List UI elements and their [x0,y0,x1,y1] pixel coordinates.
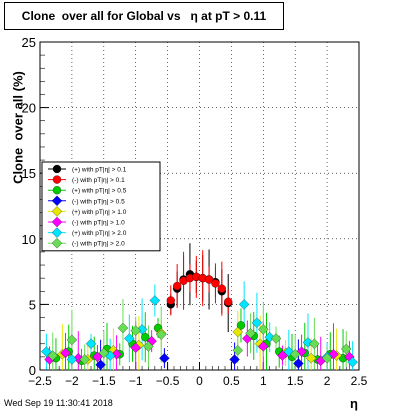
y-tick-label: 10 [22,232,36,247]
data-point [251,317,263,328]
data-point [141,333,150,342]
data-point [217,284,226,293]
x-tick-label: 2.5 [351,374,368,388]
y-tick-label: 0 [29,363,36,378]
data-point [258,341,269,352]
y-tick-label: 25 [22,35,36,50]
data-point [236,321,246,330]
data-point [117,322,129,334]
x-tick-label: −0.5 [156,374,180,388]
data-point [66,354,78,365]
data-point [232,345,243,356]
x-tick-label: 1.5 [287,374,304,388]
data-point [85,338,97,349]
data-point [41,346,52,357]
legend-label: (-) with pT|η| > 1.0 [72,220,125,227]
data-point [156,329,167,340]
data-point [130,325,141,336]
legend-marker [51,227,63,238]
data-point [211,279,220,288]
data-point [173,281,182,291]
data-point [229,354,240,365]
legend-marker [51,206,63,217]
legend-label: (-) with pT|η| > 2.0 [72,241,125,248]
data-point [124,333,135,344]
legend-marker [51,195,63,207]
legend-marker [52,186,62,195]
data-point [347,356,358,368]
x-tick-label: 2 [324,374,331,388]
data-point [293,358,304,369]
timestamp-footer: Wed Sep 19 11:30:41 2018 [4,398,113,408]
x-tick-label: −1.5 [92,374,116,388]
data-point [66,334,78,346]
data-point [232,326,243,338]
data-point [159,352,170,364]
data-point [270,333,282,344]
data-point [95,359,106,370]
data-point [277,350,288,361]
legend-marker [51,237,63,249]
legend-box [41,161,161,252]
legend-marker [52,164,62,174]
x-tick-label: 0.5 [223,374,240,388]
data-point [321,352,333,364]
data-point [98,347,110,359]
legend-marker [51,216,63,228]
y-tick-label: 15 [22,166,36,181]
data-point [309,338,320,349]
data-point [204,275,214,284]
x-tick-label: 1 [260,374,267,388]
legend-label: (+) with pT|η| > 2.0 [72,230,127,237]
y-tick-label: 5 [29,297,36,312]
x-tick-label: −2.5 [28,374,52,388]
x-tick-label: −1 [129,374,143,388]
x-tick-label: −2 [65,374,79,388]
data-point [305,352,317,364]
legend-label: (-) with pT|η| > 0.5 [72,198,125,205]
data-point [224,297,233,306]
data-point [258,324,269,335]
data-point [341,343,352,355]
data-point [47,350,58,361]
data-point [92,351,103,363]
data-point [238,299,250,310]
x-axis-label: η [350,396,358,411]
chart-title: Clone over all for Global vs η at pT > 0… [4,2,284,30]
data-point [130,342,141,353]
data-point [245,328,256,339]
data-point [60,347,71,359]
data-point [149,295,161,306]
data-point [79,354,90,365]
data-points [41,270,358,370]
legend-marker [52,175,62,184]
legend: (+) with pT|η| > 0.1 (-) with pT|η| > 0.1… [41,161,161,252]
legend-label: (+) with pT|η| > 0.1 [72,167,127,174]
y-axis-label: Clone over all (%) [10,71,26,184]
y-tick-label: 20 [22,101,36,116]
legend-label: (-) with pT|η| > 0.1 [72,177,125,184]
x-tick-label: 0 [196,374,203,388]
legend-label: (+) with pT|η| > 1.0 [72,209,127,216]
data-point [166,296,175,305]
data-point [143,341,154,352]
axis-ticks: −2.5 −2 −1.5 −1 −0.5 0 0.5 1 1.5 2 2.5 0 5 10 15 20 25 [22,35,368,388]
legend-label: (+) with pT|η| > 0.5 [72,188,127,195]
data-point [289,349,301,360]
